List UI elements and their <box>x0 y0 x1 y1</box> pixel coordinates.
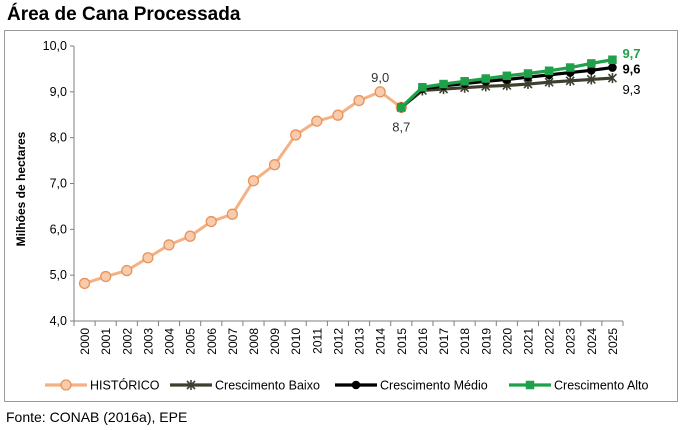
x-tick-label: 2010 <box>289 328 303 355</box>
legend-item: Crescimento Baixo <box>170 379 320 393</box>
x-tick-label: 2019 <box>479 328 493 355</box>
y-tick-label: 6,0 <box>50 222 67 236</box>
x-tick-label: 2012 <box>331 328 345 355</box>
legend: HISTÓRICO Crescimento Baixo Crescimento Mé… <box>45 378 649 393</box>
series-lines <box>78 55 618 290</box>
y-tick-label: 5,0 <box>50 268 67 282</box>
y-tick-label: 4,0 <box>50 314 67 328</box>
data-point <box>439 79 448 89</box>
y-tick-label: 9,0 <box>50 85 67 99</box>
data-point <box>608 55 617 64</box>
data-point <box>353 94 365 107</box>
x-tick-label: 2003 <box>141 328 155 355</box>
legend-label: HISTÓRICO <box>90 378 160 393</box>
data-point <box>525 380 535 390</box>
line-chart: 4,05,06,07,08,09,010,0 2000 2001 2002 2003 2… <box>14 39 649 393</box>
x-tick-label: 2023 <box>564 328 578 355</box>
legend-label: Crescimento Alto <box>554 379 649 393</box>
data-label: 9,0 <box>371 70 389 85</box>
data-point <box>418 83 427 92</box>
data-label: 8,7 <box>392 119 410 134</box>
data-point <box>163 239 175 251</box>
data-label: 9,7 <box>622 46 640 61</box>
x-tick-label: 2014 <box>374 328 388 355</box>
data-point <box>184 230 196 242</box>
data-point <box>544 66 554 75</box>
data-point <box>502 71 512 81</box>
x-tick-label: 2001 <box>99 328 113 355</box>
data-point <box>374 86 386 98</box>
legend-item: HISTÓRICO <box>45 378 160 393</box>
chart-title: Área de Cana Processada <box>7 4 241 25</box>
chart-frame: 4,0 5,0 6,0 7,0 8,0 9,0 10,0 2000 2001 2002 2003 2… <box>4 30 678 402</box>
source-note: Fonte: CONAB (2016a), EPE <box>6 409 188 425</box>
x-tick-label: 2021 <box>521 328 535 355</box>
data-label: 9,3 <box>622 82 640 97</box>
data-point <box>565 75 575 86</box>
data-point <box>460 77 469 86</box>
data-point <box>100 270 112 283</box>
x-tick-label: 2015 <box>395 328 409 355</box>
data-point <box>121 264 133 277</box>
data-point <box>186 380 196 390</box>
x-tick-label: 2005 <box>184 328 198 355</box>
data-point <box>608 63 617 72</box>
data-point <box>397 103 406 112</box>
x-tick-label: 2020 <box>500 328 514 355</box>
legend-label: Crescimento Baixo <box>215 379 320 393</box>
series-0 <box>78 86 407 290</box>
data-point <box>586 74 596 85</box>
series-3 <box>397 55 617 112</box>
x-tick-label: 2004 <box>163 328 177 355</box>
data-labels: 9,0 8,7 9,79,6 9,3 <box>371 46 640 135</box>
data-point <box>60 379 72 391</box>
y-tick-label: 10,0 <box>43 39 67 53</box>
data-point <box>268 159 281 171</box>
data-point <box>247 175 260 187</box>
x-tick-label: 2011 <box>310 328 324 354</box>
x-tick-label: 2018 <box>458 328 472 355</box>
data-point <box>142 252 154 264</box>
data-point <box>587 59 596 68</box>
data-point <box>607 73 618 84</box>
x-tick-label: 2006 <box>205 328 219 355</box>
data-point <box>311 115 323 127</box>
x-tick-label: 2007 <box>226 328 240 355</box>
data-point <box>290 129 302 141</box>
series-line <box>84 90 403 285</box>
data-point <box>78 277 91 290</box>
x-tick-label: 2009 <box>268 328 282 355</box>
x-tick-label: 2024 <box>585 328 599 355</box>
y-tick-labels: 4,0 5,0 6,0 7,0 8,0 9,0 10,0 <box>43 39 74 328</box>
data-point <box>205 215 217 228</box>
data-point <box>351 380 361 390</box>
legend-item: Crescimento Médio <box>335 379 488 393</box>
x-tick-labels: 2000 2001 2002 2003 2004 2005 2006 2007 2008 2009… <box>73 321 624 355</box>
x-tick-label: 2002 <box>120 328 134 355</box>
data-point <box>226 208 239 220</box>
y-axis-label: Milhões de hectares <box>14 131 28 246</box>
axes <box>73 46 623 322</box>
data-point <box>332 109 344 121</box>
x-tick-label: 2017 <box>437 328 451 355</box>
x-tick-label: 2000 <box>78 328 92 355</box>
x-tick-label: 2016 <box>416 328 430 355</box>
x-tick-label: 2022 <box>543 328 557 355</box>
y-tick-label: 8,0 <box>50 131 67 145</box>
x-tick-label: 2025 <box>606 328 620 355</box>
data-label: 9,6 <box>622 62 640 77</box>
x-tick-label: 2013 <box>353 328 367 355</box>
legend-item: Crescimento Alto <box>509 379 649 393</box>
data-point <box>481 74 490 83</box>
data-point <box>523 69 533 78</box>
data-point <box>565 63 575 72</box>
y-tick-label: 7,0 <box>50 177 67 191</box>
legend-label: Crescimento Médio <box>380 379 488 393</box>
x-tick-label: 2008 <box>247 328 261 355</box>
